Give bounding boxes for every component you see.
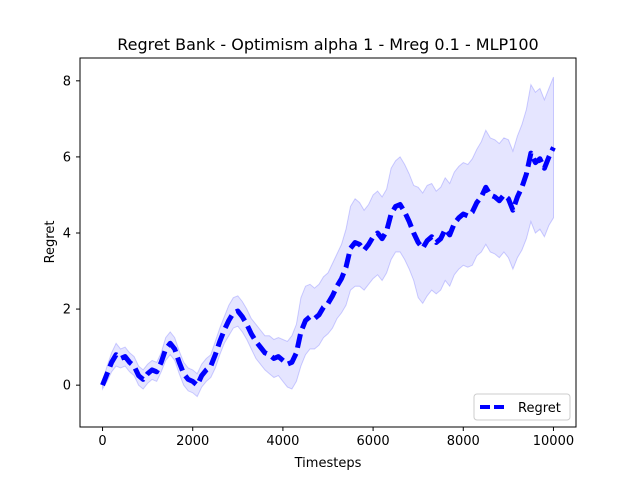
x-tick-label: 2000 <box>176 434 209 449</box>
y-tick-label: 2 <box>63 303 71 318</box>
y-axis-label: Regret <box>43 221 58 264</box>
y-tick-label: 8 <box>63 74 71 89</box>
x-tick-label: 8000 <box>447 434 480 449</box>
y-tick-label: 6 <box>63 150 71 165</box>
x-axis: 0 2000 4000 6000 8000 10000 <box>98 427 574 449</box>
y-tick-label: 0 <box>63 379 71 394</box>
legend: Regret <box>473 393 571 421</box>
x-tick-label: 10000 <box>533 434 574 449</box>
y-tick-label: 4 <box>63 226 71 241</box>
x-axis-label: Timesteps <box>294 456 362 471</box>
y-axis: 0 2 4 6 8 <box>63 74 80 394</box>
x-tick-label: 6000 <box>357 434 390 449</box>
legend-label: Regret <box>518 401 561 416</box>
x-tick-label: 0 <box>98 434 106 449</box>
regret-line <box>100 146 556 388</box>
axes-frame <box>79 57 577 428</box>
chart-title: Regret Bank - Optimism alpha 1 - Mreg 0.… <box>117 35 538 54</box>
plot-area <box>100 76 556 398</box>
confidence-band <box>102 76 554 398</box>
x-tick-label: 4000 <box>266 434 299 449</box>
legend-box <box>473 393 571 421</box>
